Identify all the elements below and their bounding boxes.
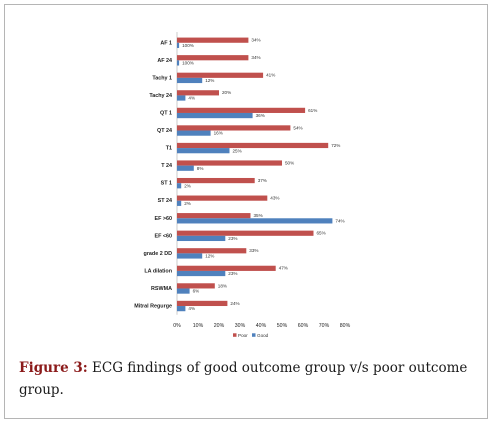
category-label: T 24 [161,163,172,169]
category-label: QT 1 [160,110,172,116]
x-tick-label: 70% [319,323,330,329]
good-value-label: 23% [228,236,237,241]
good-value-label: 23% [228,271,237,276]
poor-value-label: 61% [308,108,317,113]
poor-value-label: 20% [222,90,231,95]
good-value-label: 100% [182,43,194,48]
legend-swatch-good [252,333,256,337]
poor-value-label: 65% [317,231,326,236]
poor-bar [177,265,276,271]
category-label: Tachy 24 [149,93,172,99]
category-label: grade 2 DD [144,251,173,257]
good-bar [177,306,186,312]
good-bar [177,253,203,259]
good-bar [177,95,186,101]
poor-bar [177,90,219,96]
category-label: T1 [166,146,172,152]
poor-value-label: 34% [251,38,260,43]
good-bar [177,77,203,84]
poor-value-label: 33% [249,248,258,253]
poor-value-label: 50% [285,160,294,165]
poor-bar [177,283,215,289]
poor-bar [177,300,228,307]
category-label: Mitral Regurge [134,304,172,310]
x-tick-label: 80% [340,323,351,329]
category-label: EF >60 [154,216,172,222]
poor-value-label: 24% [230,301,239,306]
good-value-label: 2% [184,201,191,206]
category-label: AF 24 [157,58,172,64]
good-value-label: 74% [335,218,344,223]
x-tick-label: 0% [173,323,181,329]
category-label: Tachy 1 [152,75,172,81]
poor-bar [177,142,329,149]
poor-value-label: 54% [293,125,302,130]
good-value-label: 25% [233,148,242,153]
poor-bar [177,107,306,113]
good-value-label: 4% [188,306,195,311]
poor-bar [177,213,251,219]
good-bar [177,42,180,48]
poor-bar [177,55,249,61]
poor-bar [177,177,255,184]
bar-chart: AF 1 34% 100% AF 24 34% 100% Tachy 1 41% 12% Tach… [134,32,351,338]
good-bar [177,183,182,189]
good-bar [177,270,226,277]
legend-swatch-poor [233,333,237,337]
category-label: ST 1 [161,181,172,187]
good-value-label: 2% [184,183,191,188]
x-tick-label: 40% [256,323,267,329]
poor-bar [177,72,264,78]
poor-value-label: 47% [279,266,288,271]
good-value-label: 6% [193,289,200,294]
good-bar [177,200,182,206]
poor-bar [177,37,249,43]
good-bar [177,165,194,171]
good-value-label: 4% [188,96,195,101]
figure-caption: Figure 3: ECG findings of good outcome g… [19,357,489,401]
x-tick-label: 30% [235,323,246,329]
poor-value-label: 72% [331,143,340,148]
good-bar [177,60,180,66]
poor-bar [177,248,247,254]
good-bar [177,288,190,294]
poor-value-label: 34% [251,55,260,60]
poor-bar [177,230,314,236]
x-tick-label: 50% [277,323,288,329]
poor-value-label: 41% [266,73,275,78]
poor-value-label: 43% [270,196,279,201]
category-label: LA dilation [144,268,172,274]
figure-frame: AF 1 34% 100% AF 24 34% 100% Tachy 1 41% 12% Tach… [4,4,488,419]
x-tick-label: 60% [298,323,309,329]
caption-label: Figure 3: [19,360,88,376]
x-tick-label: 10% [193,323,204,329]
good-bar [177,130,211,136]
good-value-label: 100% [182,61,194,66]
caption-text: ECG findings of good outcome group v/s p… [19,360,468,398]
poor-value-label: 37% [258,178,267,183]
good-bar [177,218,333,224]
good-value-label: 8% [197,166,204,171]
category-label: RSWMA [151,286,172,292]
poor-bar [177,195,268,201]
poor-value-label: 35% [254,213,263,218]
category-label: EF <60 [154,233,172,239]
category-label: ST 24 [158,198,172,204]
legend-label-poor: Poor [238,333,248,338]
good-bar [177,235,226,242]
good-bar [177,112,253,119]
category-label: AF 1 [160,40,172,46]
good-value-label: 12% [205,78,214,83]
good-value-label: 12% [205,254,214,259]
legend-label-good: Good [257,333,269,338]
good-bar [177,148,230,154]
poor-bar [177,125,291,131]
poor-value-label: 18% [218,283,227,288]
good-value-label: 16% [214,131,223,136]
x-tick-label: 20% [214,323,225,329]
good-value-label: 36% [256,113,265,118]
category-label: QT 24 [157,128,172,134]
poor-bar [177,160,282,166]
